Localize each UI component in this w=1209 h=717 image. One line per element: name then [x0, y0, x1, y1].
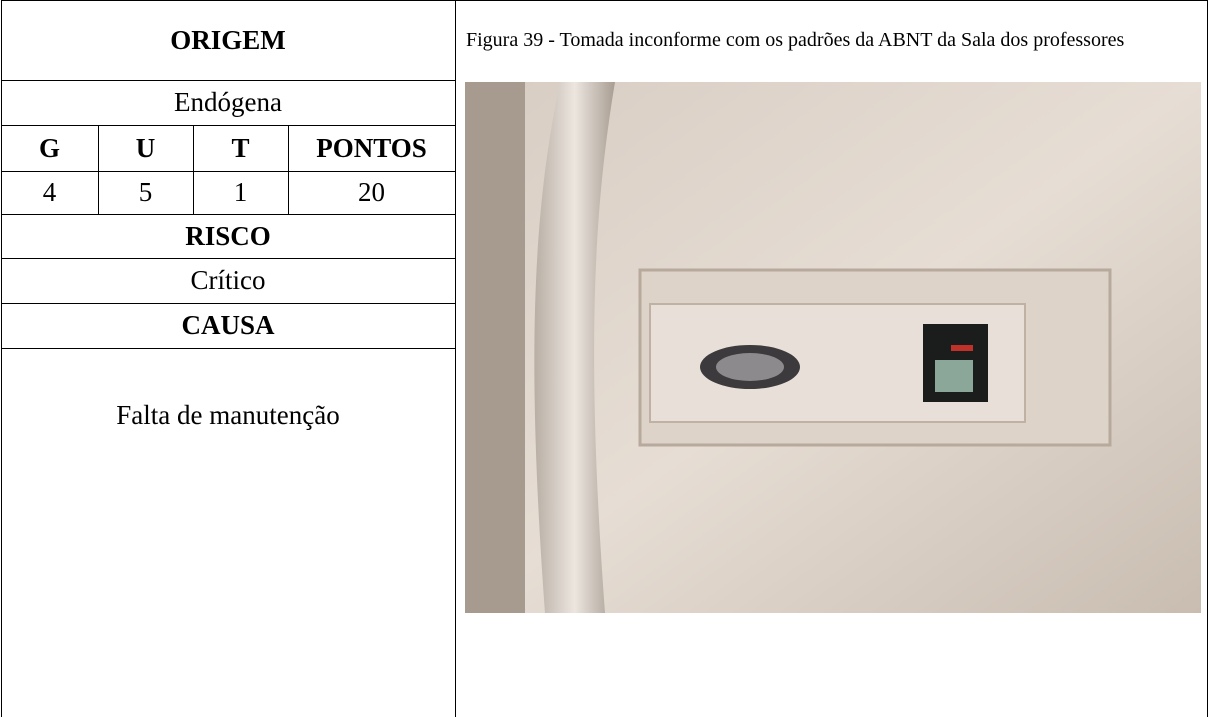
header: ORIGEM — [170, 24, 286, 55]
border — [1, 303, 455, 304]
risk-header: RISCO — [185, 220, 271, 251]
border — [98, 125, 99, 214]
border — [193, 125, 194, 214]
border — [1, 0, 2, 717]
border — [288, 125, 289, 214]
cause-header: CAUSA — [181, 310, 275, 340]
cause: Falta de manutenção — [116, 399, 340, 430]
border — [1, 80, 455, 81]
border — [1, 214, 455, 215]
column-header: U — [135, 132, 156, 163]
column-header: G — [38, 132, 60, 163]
score: 1 — [233, 177, 248, 207]
border — [455, 0, 456, 717]
score: 5 — [138, 177, 153, 207]
figure-caption: Figura 39 - Tomada inconforme com os pad… — [466, 29, 1125, 51]
border — [1, 348, 455, 349]
border — [1, 125, 455, 126]
border — [1, 171, 455, 172]
column-header: PONTOS — [316, 132, 427, 163]
border — [1207, 0, 1208, 717]
photo — [465, 82, 1201, 613]
score: 20 — [358, 177, 385, 207]
border — [1, 258, 455, 259]
origin: Endógena — [174, 87, 282, 117]
column-header: T — [231, 132, 250, 163]
risk: Crítico — [190, 265, 266, 295]
border — [1, 0, 1208, 1]
score: 4 — [42, 177, 57, 207]
